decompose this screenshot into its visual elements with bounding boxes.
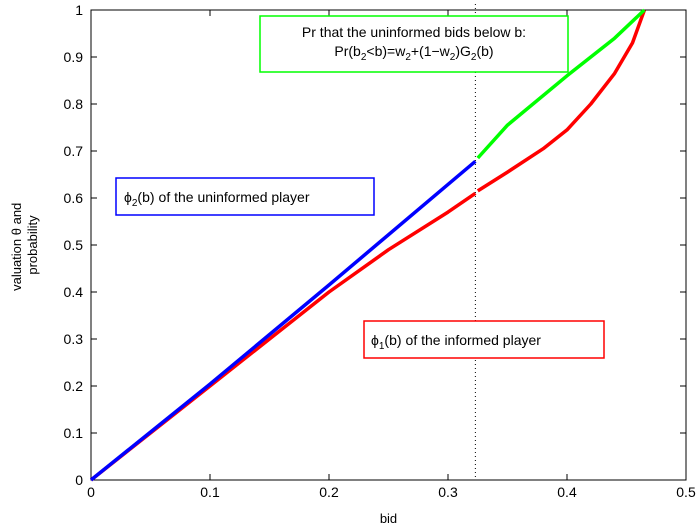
annotation-informed: ϕ1(b) of the informed player: [363, 320, 605, 359]
phi-argument: (b): [137, 189, 154, 205]
y-tick-label: 0.2: [64, 378, 84, 394]
axis-ticks: 0 0.1 0.2 0.3 0.4 0.5 0 0.1 0.2 0.3 0.4 0.5 0.6 0.7 0.…: [64, 2, 696, 500]
prob-part: )G: [455, 43, 471, 59]
annotation-uninformed: ϕ2(b) of the uninformed player: [115, 177, 375, 216]
prob-part: +(1−w: [411, 43, 451, 59]
y-tick-label: 0.1: [64, 425, 84, 441]
phi-symbol: ϕ: [371, 332, 379, 348]
y-tick-label: 0: [75, 472, 83, 488]
annotation-informed-box: [363, 320, 605, 359]
series-line: [89, 159, 477, 482]
y-tick-label: 0.5: [64, 237, 84, 253]
prob-sub: 2: [405, 52, 411, 63]
annotation-informed-text: ϕ1(b) of the informed player: [371, 332, 541, 352]
prob-sub: 2: [471, 52, 477, 63]
annotation-informed-label: of the informed player: [406, 332, 542, 348]
annotation-probability-box: [259, 15, 569, 73]
phi-subscript: 1: [379, 341, 385, 352]
x-tick-label: 0: [87, 484, 95, 500]
y-tick-label: 0.8: [64, 96, 84, 112]
prob-part: Pr(b: [334, 43, 361, 59]
x-axis-label: bid: [380, 511, 397, 526]
y-tick-label: 1: [75, 2, 83, 18]
prob-part: (b): [476, 43, 493, 59]
y-axis-label-line-1: valuation θ and: [9, 203, 24, 291]
y-tick-label: 0.3: [64, 331, 84, 347]
annotation-probability: Pr that the uninformed bids below b: Pr(…: [259, 15, 569, 73]
x-tick-label: 0.3: [438, 484, 458, 500]
series-line: [476, 9, 647, 193]
annotation-probability-line-2: Pr(b2<b)=w2+(1−w2)G2(b): [334, 43, 493, 63]
y-axis-label-line-2: probability: [25, 215, 40, 275]
y-tick-label: 0.9: [64, 49, 84, 65]
y-tick-label: 0.6: [64, 190, 84, 206]
x-tick-label: 0.5: [676, 484, 696, 500]
x-tick-label: 0.2: [319, 484, 339, 500]
phi-symbol: ϕ: [124, 189, 132, 205]
series-group: [89, 8, 647, 482]
phi-argument: (b): [384, 332, 401, 348]
prob-part: <b)=w: [366, 43, 406, 59]
y-tick-label: 0.7: [64, 143, 84, 159]
prob-sub: 2: [450, 52, 456, 63]
phi-subscript: 2: [132, 198, 138, 209]
y-axis-label: valuation θ and probability: [9, 199, 40, 291]
annotation-uninformed-text: ϕ2(b) of the uninformed player: [124, 189, 310, 209]
y-tick-label: 0.4: [64, 284, 84, 300]
series-line: [476, 8, 646, 160]
annotation-uninformed-label: of the uninformed player: [159, 189, 310, 205]
annotation-probability-line-1: Pr that the uninformed bids below b:: [302, 24, 526, 40]
x-tick-label: 0.1: [200, 484, 220, 500]
prob-sub: 2: [361, 52, 367, 63]
annotation-uninformed-box: [115, 177, 375, 216]
x-tick-label: 0.4: [557, 484, 577, 500]
